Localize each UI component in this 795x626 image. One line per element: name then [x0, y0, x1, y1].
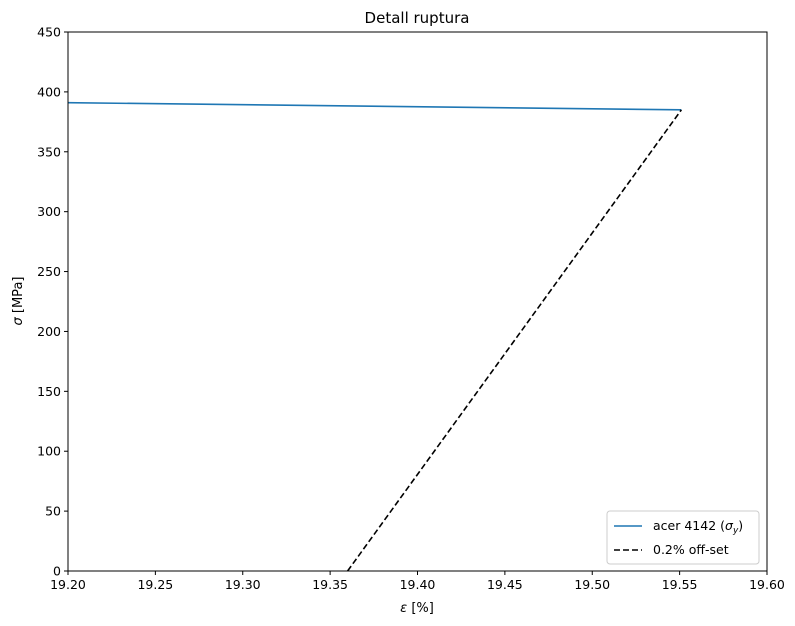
y-tick-label: 100 — [37, 444, 61, 459]
legend-label-acer: acer 4142 (σy) — [653, 518, 743, 536]
x-tick-label: 19.50 — [574, 577, 610, 592]
x-tick-label: 19.25 — [137, 577, 173, 592]
x-tick-label: 19.20 — [50, 577, 86, 592]
legend-label-acer-close: ) — [738, 518, 743, 533]
legend-label-acer-sub: y — [732, 526, 739, 536]
axes-layer: 19.20 19.25 19.30 19.35 19.40 19.45 19.50 19.55… — [37, 25, 785, 593]
plot-background — [68, 32, 767, 571]
y-axis-label-symbol: σ — [11, 316, 26, 325]
x-tick-label: 19.35 — [312, 577, 348, 592]
x-tick-label: 19.30 — [225, 577, 261, 592]
x-axis-label-symbol: ε — [400, 601, 407, 616]
x-axis-label-unit: [%] — [407, 601, 434, 616]
y-tick-label: 50 — [45, 504, 61, 519]
y-axis-label: σ [MPa] — [11, 277, 26, 326]
x-tick-label: 19.60 — [749, 577, 785, 592]
y-tick-label: 200 — [37, 324, 61, 339]
legend: acer 4142 (σy) 0.2% off-set — [606, 510, 760, 565]
chart-title: Detall ruptura — [365, 9, 470, 27]
y-tick-label: 300 — [37, 204, 61, 219]
y-axis-label-unit: [MPa] — [11, 277, 26, 318]
legend-label-acer-main: acer 4142 ( — [653, 518, 725, 533]
legend-label-acer-sigma: σ — [725, 518, 734, 533]
y-tick-label: 150 — [37, 384, 61, 399]
x-axis-label: ε [%] — [400, 601, 434, 616]
y-tick-label: 350 — [37, 144, 61, 159]
legend-label-offset: 0.2% off-set — [653, 542, 729, 557]
y-tick-label: 0 — [53, 564, 61, 579]
series-line-0 — [67, 101, 682, 111]
y-tick-label: 400 — [37, 84, 61, 99]
plot-area — [68, 32, 767, 571]
series-layer — [67, 101, 683, 572]
y-tick-label: 450 — [37, 25, 61, 40]
x-tick-label: 19.55 — [662, 577, 698, 592]
x-tick-label: 19.40 — [400, 577, 436, 592]
legend-box — [606, 510, 760, 565]
series-line-1 — [346, 109, 683, 572]
y-tick-label: 250 — [37, 264, 61, 279]
x-tick-label: 19.45 — [487, 577, 523, 592]
